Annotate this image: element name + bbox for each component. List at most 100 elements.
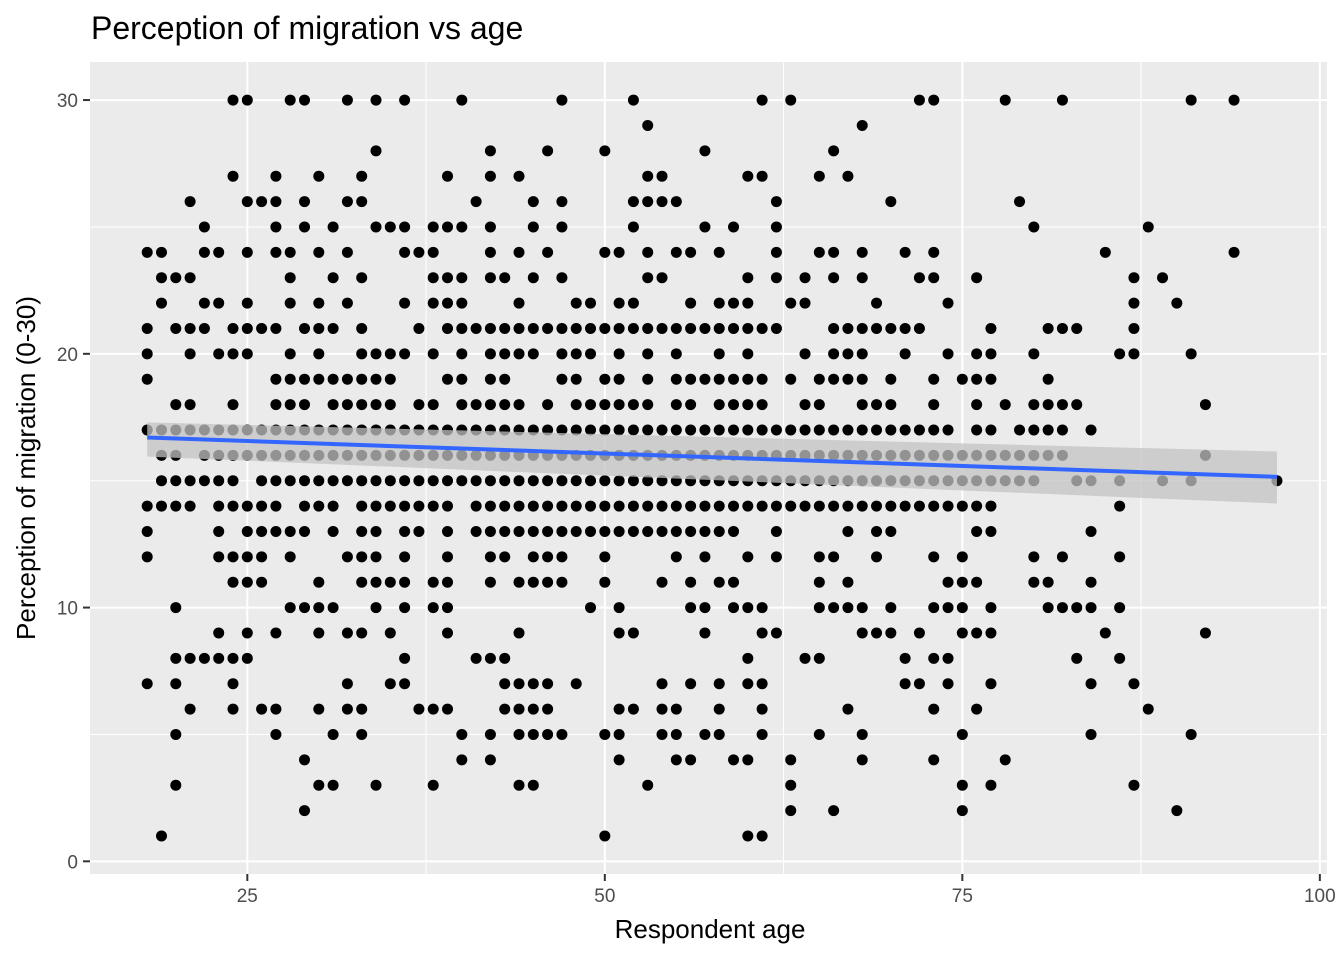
scatter-point: [971, 576, 983, 588]
scatter-point: [341, 627, 353, 639]
scatter-point: [642, 475, 654, 487]
scatter-point: [370, 779, 382, 791]
scatter-point: [1014, 424, 1026, 436]
scatter-point: [899, 348, 911, 360]
scatter-point: [599, 475, 611, 487]
scatter-point: [399, 602, 411, 614]
scatter-point: [585, 500, 597, 512]
scatter-point: [770, 627, 782, 639]
scatter-point: [871, 627, 883, 639]
scatter-point: [184, 272, 196, 284]
scatter-point: [456, 348, 468, 360]
scatter-point: [985, 779, 997, 791]
scatter-point: [713, 246, 725, 258]
scatter-point: [1085, 728, 1097, 740]
scatter-point: [613, 246, 625, 258]
scatter-point: [542, 322, 554, 334]
scatter-point: [885, 627, 897, 639]
scatter-point: [513, 627, 525, 639]
scatter-point: [427, 272, 439, 284]
scatter-point: [542, 475, 554, 487]
scatter-point: [513, 703, 525, 715]
scatter-point: [1056, 322, 1068, 334]
scatter-point: [442, 272, 454, 284]
scatter-point: [556, 551, 568, 563]
scatter-point: [1056, 94, 1068, 106]
scatter-point: [456, 475, 468, 487]
scatter-point: [141, 373, 153, 385]
scatter-point: [971, 348, 983, 360]
scatter-point: [742, 830, 754, 842]
scatter-point: [198, 221, 210, 233]
scatter-point: [942, 678, 954, 690]
scatter-point: [356, 322, 368, 334]
scatter-point: [828, 373, 840, 385]
y-axis: 0 10 20 30: [57, 91, 90, 873]
scatter-point: [1071, 322, 1083, 334]
scatter-point: [670, 728, 682, 740]
scatter-point: [627, 196, 639, 208]
scatter-point: [685, 399, 697, 411]
scatter-point: [399, 576, 411, 588]
scatter-point: [756, 728, 768, 740]
scatter-point: [956, 500, 968, 512]
scatter-point: [527, 500, 539, 512]
scatter-point: [670, 348, 682, 360]
scatter-point: [513, 399, 525, 411]
scatter-point: [1071, 399, 1083, 411]
x-tick-label: 75: [952, 886, 973, 907]
scatter-point: [770, 221, 782, 233]
scatter-point: [499, 500, 511, 512]
scatter-point: [699, 145, 711, 157]
scatter-point: [685, 322, 697, 334]
scatter-point: [527, 678, 539, 690]
scatter-point: [956, 627, 968, 639]
scatter-point: [356, 728, 368, 740]
scatter-point: [284, 525, 296, 537]
scatter-point: [1128, 272, 1140, 284]
scatter-point: [141, 246, 153, 258]
scatter-point: [570, 500, 582, 512]
scatter-point: [227, 576, 239, 588]
scatter-point: [241, 627, 253, 639]
scatter-point: [1028, 399, 1040, 411]
scatter-point: [513, 576, 525, 588]
scatter-point: [656, 728, 668, 740]
scatter-point: [828, 602, 840, 614]
scatter-point: [1128, 348, 1140, 360]
scatter-point: [299, 94, 311, 106]
scatter-point: [670, 373, 682, 385]
scatter-point: [170, 602, 182, 614]
scatter-point: [928, 754, 940, 766]
scatter-point: [299, 322, 311, 334]
scatter-point: [613, 297, 625, 309]
scatter-point: [313, 500, 325, 512]
scatter-point: [585, 525, 597, 537]
scatter-point: [442, 525, 454, 537]
scatter-point: [356, 627, 368, 639]
scatter-point: [1028, 221, 1040, 233]
scatter-point: [642, 779, 654, 791]
scatter-point: [270, 475, 282, 487]
scatter-point: [484, 500, 496, 512]
scatter-point: [642, 272, 654, 284]
scatter-point: [270, 246, 282, 258]
scatter-point: [370, 145, 382, 157]
scatter-point: [770, 196, 782, 208]
scatter-point: [227, 322, 239, 334]
scatter-point: [699, 322, 711, 334]
scatter-point: [799, 348, 811, 360]
scatter-point: [527, 348, 539, 360]
scatter-point: [399, 221, 411, 233]
scatter-point: [556, 576, 568, 588]
scatter-point: [284, 475, 296, 487]
scatter-point: [656, 322, 668, 334]
scatter-point: [256, 322, 268, 334]
scatter-point: [313, 475, 325, 487]
scatter-point: [241, 94, 253, 106]
scatter-point: [456, 272, 468, 284]
scatter-point: [728, 322, 740, 334]
scatter-point: [642, 348, 654, 360]
scatter-point: [341, 297, 353, 309]
scatter-point: [542, 399, 554, 411]
